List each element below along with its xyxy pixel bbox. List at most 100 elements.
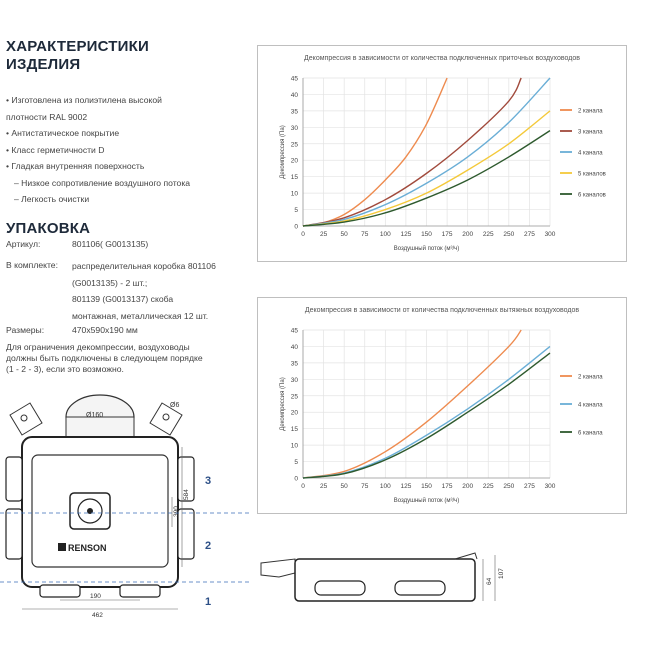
chart-supply-plot: 0 25 50 75 100 125 150 175 200 225 250 275 300 0 5 10 15…: [280, 76, 606, 253]
series-line: [302, 352, 551, 479]
chart-exhaust: Декомпрессия в зависимости от количества…: [257, 297, 627, 514]
feature-item: • Антистатическое покрытие: [6, 128, 120, 138]
x-tick-label: 125: [400, 231, 411, 238]
x-tick-label: 275: [524, 483, 535, 490]
dim-462-label: 462: [92, 612, 103, 619]
y-tick-label: 30: [291, 377, 299, 384]
series-line: [302, 77, 522, 227]
x-tick-label: 200: [462, 483, 473, 490]
x-tick-label: 175: [442, 483, 453, 490]
port-bottom-right: [119, 584, 161, 598]
side-ear: [260, 558, 296, 578]
x-tick-label: 75: [361, 483, 369, 490]
note-line: Для ограничения декомпрессии, воздуховод…: [6, 342, 190, 352]
x-tick-label: 75: [361, 231, 369, 238]
port-left-top: [5, 456, 23, 502]
legend-label: 6 каналов: [578, 193, 606, 199]
port-bottom-left: [39, 584, 81, 598]
size-value: 470x590x190 мм: [72, 325, 138, 335]
y-tick-label: 10: [291, 443, 299, 450]
x-tick-label: 150: [421, 483, 432, 490]
note-line: должны быть подключены в следующем поряд…: [6, 353, 203, 363]
series-line: [302, 130, 551, 227]
x-tick-label: 100: [380, 483, 391, 490]
y-tick-label: 35: [291, 360, 299, 367]
heading-characteristics-line2: ИЗДЕЛИЯ: [6, 56, 81, 73]
y-tick-label: 45: [291, 328, 299, 335]
side-tab: [454, 552, 478, 560]
side-view-drawing: 64 107: [260, 552, 505, 602]
port-order-3: 3: [205, 475, 211, 487]
x-tick-label: 175: [442, 231, 453, 238]
y-tick-label: 25: [291, 393, 299, 400]
x-tick-label: 0: [301, 231, 305, 238]
y-axis-label: Декомпрессия (Па): [280, 377, 286, 430]
y-tick-label: 10: [291, 191, 299, 198]
series-line: [302, 329, 522, 479]
kit-line: 801139 (G0013137) скоба: [72, 294, 174, 304]
article-label: Артикул:: [6, 239, 41, 249]
feature-item: • Класс герметичности D: [6, 144, 105, 155]
x-tick-label: 250: [503, 483, 514, 490]
y-axis-label: Декомпрессия (Па): [280, 125, 286, 178]
renson-logo-mark: [58, 543, 66, 551]
mount-ear-right: [149, 402, 183, 436]
feature-subitem: – Легкость очистки: [14, 194, 90, 204]
x-tick-label: 150: [421, 231, 432, 238]
y-tick-label: 5: [294, 207, 298, 214]
y-tick-label: 20: [291, 158, 299, 165]
series-line: [302, 77, 551, 227]
y-tick-label: 25: [291, 141, 299, 148]
legend-label: 2 канала: [578, 109, 603, 115]
x-tick-label: 275: [524, 231, 535, 238]
dim-64-label: 64: [486, 577, 493, 585]
chart-exhaust-plot: 0 25 50 75 100 125 150 175 200 225 250 275 300 0 5 10 15…: [280, 328, 603, 505]
port-order-2: 2: [205, 540, 211, 552]
x-axis-label: Воздушный поток (м³/ч): [394, 497, 460, 504]
x-tick-label: 25: [320, 231, 328, 238]
y-tick-label: 15: [291, 174, 299, 181]
legend-label: 2 канала: [578, 375, 603, 381]
series-line: [302, 110, 551, 227]
fan-hub-icon: [87, 508, 93, 514]
dim-190-label: 190: [90, 593, 101, 600]
heading-packaging: УПАКОВКА: [6, 220, 91, 237]
renson-logo-text: RENSON: [68, 543, 107, 553]
size-label: Размеры:: [6, 325, 45, 335]
y-tick-label: 20: [291, 410, 299, 417]
kit-label: В комплекте:: [6, 260, 58, 270]
heading-characteristics: ХАРАКТЕРИСТИКИ ИЗДЕЛИЯ: [6, 38, 149, 74]
legend-label: 6 канала: [578, 431, 603, 437]
port-left-bottom: [5, 508, 23, 560]
chart-exhaust-title: Декомпрессия в зависимости от количества…: [304, 307, 580, 314]
chart-supply-title: Декомпрессия в зависимости от количества…: [304, 55, 580, 62]
feature-item: • Изготовлена из полиэтилена высокой: [6, 95, 162, 105]
dim-hole-label: Ø6: [170, 402, 179, 409]
x-tick-label: 50: [341, 231, 349, 238]
dim-diameter-label: Ø160: [86, 412, 103, 419]
y-tick-label: 35: [291, 108, 299, 115]
feature-item: • Гладкая внутренняя поверхность: [6, 161, 145, 171]
y-tick-label: 0: [294, 476, 298, 483]
feature-list: • Изготовлена из полиэтилена высокой пло…: [6, 92, 246, 208]
y-tick-label: 45: [291, 76, 299, 83]
article-value: 801106( G0013135): [72, 239, 149, 249]
kit-lines: распределительная коробка 801106 (G00131…: [72, 258, 252, 324]
x-tick-label: 25: [320, 483, 328, 490]
y-tick-label: 40: [291, 92, 299, 99]
y-tick-label: 5: [294, 459, 298, 466]
side-port-right: [394, 580, 446, 596]
legend-label: 3 канала: [578, 130, 603, 136]
port-right-bottom: [177, 508, 195, 560]
mount-hole-left: [20, 414, 28, 422]
x-tick-label: 0: [301, 483, 305, 490]
y-tick-label: 15: [291, 426, 299, 433]
legend-label: 5 каналов: [578, 172, 606, 178]
x-tick-label: 300: [545, 483, 556, 490]
dim-height-label: 584: [183, 489, 190, 500]
mount-ear-left: [9, 402, 43, 436]
legend-label: 4 канала: [578, 403, 603, 409]
x-tick-label: 225: [483, 483, 494, 490]
x-tick-label: 300: [545, 231, 556, 238]
x-axis-label: Воздушный поток (м³/ч): [394, 245, 460, 252]
